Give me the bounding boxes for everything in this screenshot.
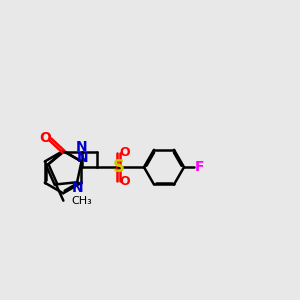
Text: N: N <box>76 140 88 154</box>
Text: O: O <box>39 131 51 145</box>
Text: O: O <box>119 146 130 160</box>
Text: CH₃: CH₃ <box>72 196 92 206</box>
Text: S: S <box>112 158 124 176</box>
Text: N: N <box>77 151 89 165</box>
Text: O: O <box>119 175 130 188</box>
Text: F: F <box>194 160 204 174</box>
Text: N: N <box>71 181 83 194</box>
